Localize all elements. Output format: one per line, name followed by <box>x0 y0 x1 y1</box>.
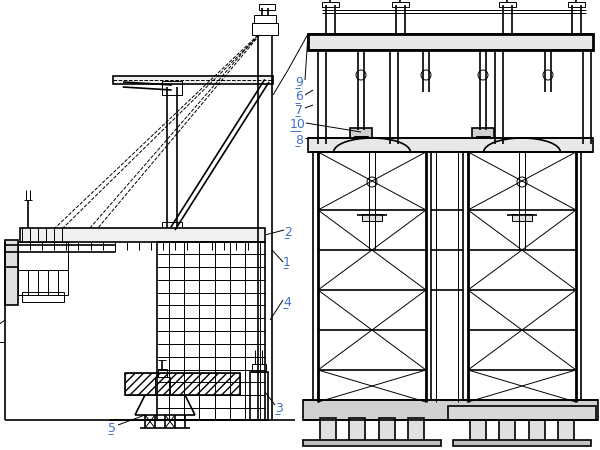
Bar <box>453 440 591 446</box>
Bar <box>349 418 365 442</box>
Bar <box>162 81 182 95</box>
Bar <box>529 418 545 442</box>
Bar <box>254 15 276 23</box>
Text: 1: 1 <box>283 256 291 269</box>
Bar <box>259 4 275 10</box>
Bar <box>303 440 441 446</box>
Bar <box>499 418 515 442</box>
Bar <box>354 136 368 144</box>
Bar <box>162 222 182 234</box>
Bar <box>558 418 574 442</box>
Bar <box>20 228 265 242</box>
Bar <box>470 418 486 442</box>
Bar <box>125 373 240 395</box>
Bar <box>308 138 593 152</box>
Bar <box>5 240 18 270</box>
Bar <box>499 2 516 7</box>
Bar <box>303 400 598 420</box>
Bar <box>113 76 273 84</box>
Text: 8: 8 <box>295 134 303 147</box>
Bar <box>512 214 532 221</box>
Bar <box>158 369 167 377</box>
Bar <box>472 128 494 138</box>
Bar <box>350 128 372 138</box>
Bar <box>18 270 68 295</box>
Bar <box>157 242 265 420</box>
Text: 9: 9 <box>295 76 303 89</box>
Text: 6: 6 <box>295 90 303 104</box>
Bar <box>476 136 490 144</box>
Bar <box>18 242 68 270</box>
Bar <box>448 406 596 420</box>
Bar <box>322 2 339 7</box>
Bar <box>463 152 581 402</box>
Bar <box>252 23 278 35</box>
Bar <box>313 152 431 402</box>
Text: 5: 5 <box>108 422 116 435</box>
Bar <box>568 2 585 7</box>
Text: 7: 7 <box>295 104 303 117</box>
Bar <box>392 2 409 7</box>
Bar <box>362 214 382 221</box>
Text: 3: 3 <box>275 401 283 414</box>
Text: 2: 2 <box>284 225 292 238</box>
Bar <box>155 377 170 395</box>
Bar <box>125 373 240 395</box>
Bar <box>379 418 395 442</box>
Bar <box>22 292 64 302</box>
Bar <box>125 373 240 395</box>
Bar <box>320 418 336 442</box>
Text: 10: 10 <box>290 118 306 131</box>
Bar <box>250 372 268 420</box>
Bar <box>252 364 266 372</box>
Bar <box>408 418 424 442</box>
Text: 4: 4 <box>283 296 291 309</box>
Bar <box>308 34 593 50</box>
Bar <box>5 267 18 305</box>
